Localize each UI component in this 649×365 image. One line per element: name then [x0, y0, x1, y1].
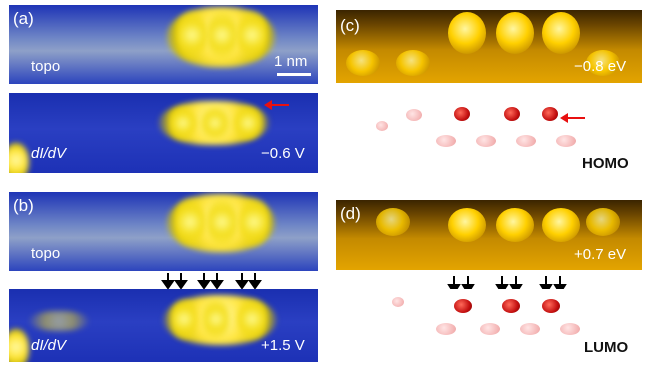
panel-tag: (c) — [340, 16, 360, 35]
orbital-lobe — [436, 323, 456, 335]
topo-feature — [207, 11, 237, 59]
red-arrow-icon — [264, 100, 289, 110]
topo-feature — [239, 198, 269, 246]
orbital-label: HOMO — [582, 155, 629, 172]
panel-a-topo-image: (a) topo 1 nm — [9, 5, 318, 84]
orbital-lobe — [520, 323, 540, 335]
orbital-lobe — [476, 135, 496, 147]
orbital-lobe — [516, 135, 536, 147]
panel-tag: (d) — [340, 204, 361, 223]
topo-feature — [207, 198, 237, 246]
orbital-lobe — [542, 299, 560, 313]
orbital-lobe — [376, 121, 388, 131]
scale-bar-label: 1 nm — [274, 53, 308, 70]
panel-tag: (b) — [13, 196, 34, 215]
orbital-lobe — [556, 135, 576, 147]
bias-voltage: +1.5 V — [261, 337, 305, 354]
panel-d-simulation: (d) +0.7 eV — [336, 200, 642, 270]
orbital-lobe — [480, 323, 500, 335]
topo-feature — [177, 11, 207, 59]
panel-c-simulation: (c) −0.8 eV — [336, 10, 642, 83]
panel-b-topo-image: (b) topo — [9, 192, 318, 271]
didv-label: dI/dV — [31, 337, 67, 354]
sim-lobe — [346, 50, 380, 76]
sim-lobe — [376, 208, 410, 236]
didv-feature — [169, 107, 197, 139]
red-arrow-icon — [560, 113, 585, 123]
didv-feature — [237, 299, 267, 339]
orbital-lobe — [542, 107, 558, 121]
orbital-lobe — [454, 299, 472, 313]
sim-lobe — [542, 12, 580, 54]
sim-lobe — [496, 12, 534, 54]
orbital-lobe — [504, 107, 520, 121]
sim-lobe — [396, 50, 430, 76]
panel-b-didv-image: dI/dV +1.5 V — [9, 289, 318, 362]
energy-label: −0.8 eV — [574, 58, 627, 75]
didv-feature — [171, 299, 197, 339]
panel-a-didv-image: dI/dV −0.6 V — [9, 93, 318, 173]
orbital-label: LUMO — [584, 339, 629, 356]
panel-tag: (a) — [13, 9, 34, 28]
topo-feature — [175, 198, 205, 246]
panel-c-homo-orbital: HOMO — [336, 93, 642, 173]
scale-bar — [277, 73, 311, 76]
panel-d-lumo-orbital: LUMO — [336, 289, 642, 362]
didv-feature — [201, 107, 229, 139]
sim-lobe — [448, 208, 486, 242]
orbital-lobe — [436, 135, 456, 147]
didv-feature — [203, 299, 229, 339]
sim-lobe — [586, 208, 620, 236]
sim-lobe — [496, 208, 534, 242]
orbital-lobe — [406, 109, 422, 121]
didv-feature — [233, 107, 263, 139]
orbital-lobe — [392, 297, 404, 307]
corner-feature — [9, 329, 29, 362]
didv-label: dI/dV — [31, 145, 67, 162]
didv-feature — [29, 311, 89, 331]
corner-feature — [9, 143, 29, 173]
sim-lobe — [448, 12, 486, 54]
black-arrows — [161, 273, 262, 289]
sim-lobe — [542, 208, 580, 242]
orbital-lobe — [560, 323, 580, 335]
sim-lobe — [586, 50, 620, 76]
orbital-lobe — [502, 299, 520, 313]
orbital-lobe — [454, 107, 470, 121]
topo-label: topo — [31, 245, 61, 262]
energy-label: +0.7 eV — [574, 246, 627, 263]
bias-voltage: −0.6 V — [261, 145, 305, 162]
topo-feature — [237, 11, 267, 59]
topo-label: topo — [31, 58, 61, 75]
